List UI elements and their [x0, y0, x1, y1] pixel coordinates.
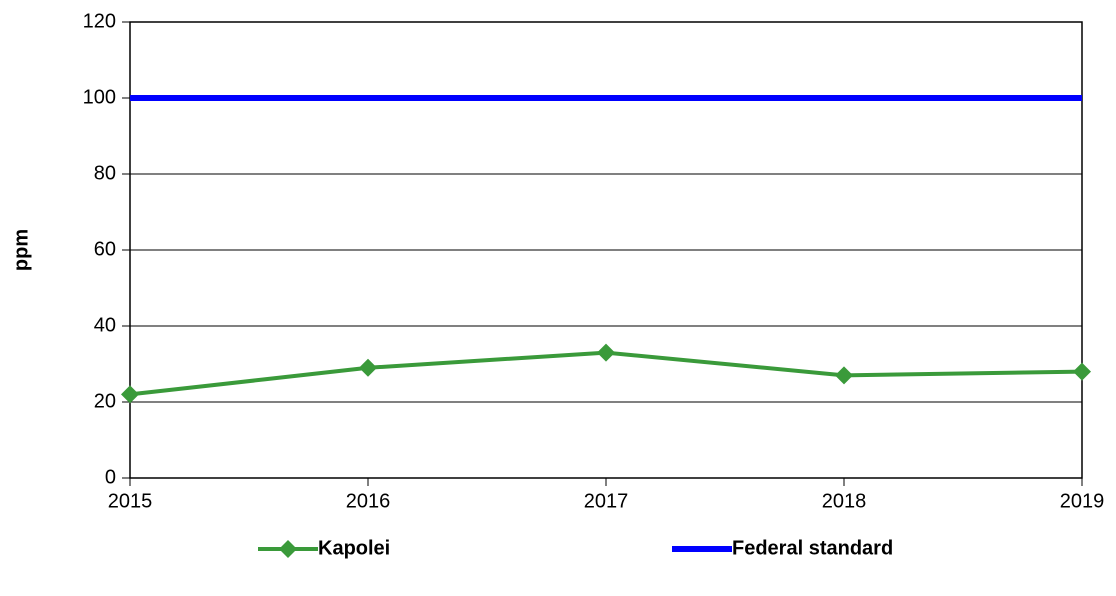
- marker: [597, 343, 615, 362]
- legend-label: Kapolei: [318, 537, 390, 559]
- x-tick-label: 2018: [822, 490, 867, 512]
- legend-marker: [279, 540, 297, 558]
- marker: [1073, 362, 1091, 381]
- y-tick-label: 100: [83, 86, 116, 108]
- x-tick-label: 2016: [346, 490, 391, 512]
- x-tick-label: 2015: [108, 490, 153, 512]
- x-tick-label: 2019: [1060, 490, 1105, 512]
- plot-border: [129, 21, 1083, 479]
- marker: [121, 385, 139, 404]
- y-axis-label: ppm: [10, 229, 32, 271]
- y-tick-label: 20: [94, 390, 116, 412]
- y-tick-label: 0: [105, 466, 116, 488]
- y-tick-label: 80: [94, 162, 116, 184]
- marker: [835, 366, 853, 385]
- y-tick-label: 40: [94, 314, 116, 336]
- y-tick-label: 60: [94, 238, 116, 260]
- y-tick-label: 120: [83, 10, 116, 32]
- legend-label: Federal standard: [732, 537, 893, 559]
- marker: [359, 358, 377, 377]
- x-tick-label: 2017: [584, 490, 629, 512]
